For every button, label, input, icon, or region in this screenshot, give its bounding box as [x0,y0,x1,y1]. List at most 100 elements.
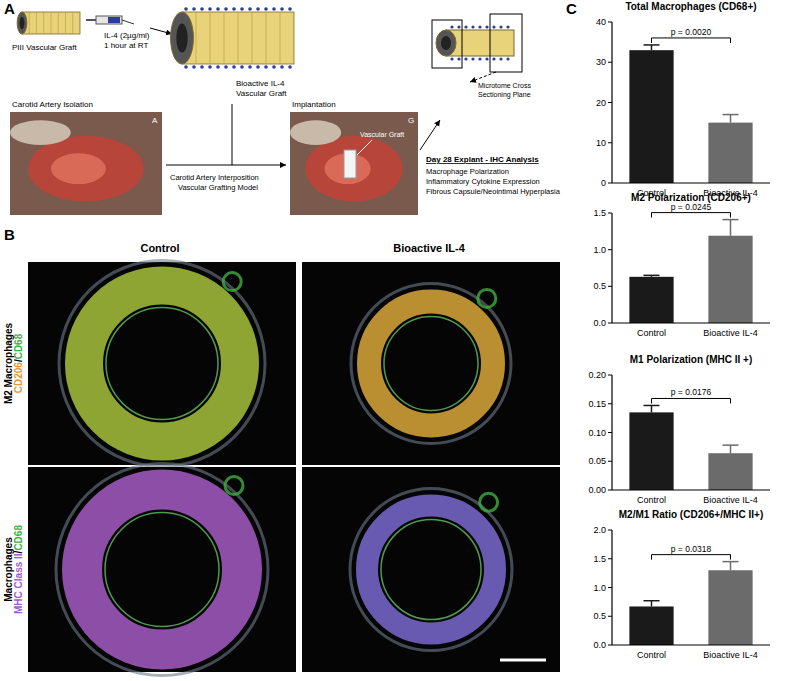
label: 1 hour at RT [104,41,148,50]
il4-dot [506,25,509,28]
y-tick-label: 0.0 [593,318,606,328]
small-vessel [223,273,241,291]
y-tick-label: 0.5 [593,281,606,291]
arrow [232,104,233,165]
syringe [96,16,122,24]
label: Sectioning Plane [478,91,531,99]
error-cap [644,600,660,602]
graft-lumen [441,36,451,50]
x-axis [612,644,770,645]
il4-dot [288,65,292,69]
il4-dot [208,7,212,11]
error-bar [644,405,660,412]
error-line [730,115,732,123]
graft-icon [171,7,294,69]
y-tick-label: 0.5 [593,611,606,621]
error-bar [644,45,660,50]
il4-dot [272,65,276,69]
chart-title: M1 Polarization (MHC II +) [630,354,753,365]
marker-text: CD68 [13,525,24,551]
x-tick-label: Bioactive IL-4 [703,495,758,505]
significance-bracket [652,555,731,560]
graft-stripe [238,12,239,64]
column-label: Bioactive IL-4 [393,242,465,254]
small-vessel [480,493,498,511]
il4-dot [224,7,228,11]
photo-tissue [51,153,106,184]
marks [629,220,752,323]
tissue-ring [369,302,493,426]
y-tick-label: 2.0 [593,525,606,535]
micrograph-bg [28,467,296,672]
graft-end [436,30,456,56]
adventitia [351,284,511,444]
graft-in-photo [344,150,356,178]
error-bar [723,115,739,123]
panel-a: PIII Vascular GraftIL-4 (2µg/ml)1 hour a… [10,7,561,215]
il4-dot [216,65,220,69]
il4-dot [240,65,244,69]
graft-stripe [224,12,225,64]
small-vessel [478,289,496,307]
marker-text: CD206 [13,362,24,394]
micrograph [28,261,296,467]
il4-dot [232,7,236,11]
il4-dot [200,7,204,11]
il4-dot [224,65,228,69]
label: Microtome Cross [478,82,531,89]
il4-dot [256,7,260,11]
il4-dot [478,57,481,60]
graft-stripe [58,12,59,34]
il4-dot [499,57,502,60]
bar-chart: Total Macrophages (CD68+)010203040Contro… [596,1,770,198]
y-tick-label: 0 [601,178,606,188]
graft-end [17,12,27,34]
label: Vascular Graft [236,89,287,98]
il4-dot [457,25,460,28]
label: Macrophage Polarization [426,167,509,176]
photo-bg [290,112,418,215]
chart-title: Total Macrophages (CD68+) [625,1,756,12]
significance-bracket [652,213,731,218]
bar [629,277,673,323]
y-axis [611,375,612,490]
marker-label: MHC Class II/CD68 [13,525,24,614]
il4-dot [485,57,488,60]
graft-stripe [72,12,73,34]
p-value: p = 0.0176 [671,387,712,397]
label: Inflammatory Cytokine Expression [426,177,540,186]
arrow [166,165,286,166]
x-tick-label: Bioactive IL-4 [703,328,758,338]
micrograph-bg [302,467,560,672]
label: Vascular Grafting Model [178,183,258,192]
il4-dot [184,7,188,11]
label: Carotid Artery Interposition [170,173,259,182]
error-cap [723,561,739,563]
micrograph [302,262,560,465]
il4-dot [216,7,220,11]
y-tick-label: 0.00 [588,485,606,495]
syringe-fluid [108,17,120,23]
il4-dot [471,57,474,60]
il4-dot [478,25,481,28]
tissue-ring [367,506,495,634]
y-tick-label: 20 [596,98,606,108]
p-value: p = 0.0020 [671,27,712,37]
il4-dot [232,65,236,69]
photo-fur [10,120,71,145]
panel-letter: C [566,0,577,17]
y-tick-label: 0.20 [588,370,606,380]
y-axis [611,530,612,645]
error-line [730,562,732,571]
graft-body [182,12,294,64]
y-tick-label: 0.0 [593,640,606,650]
il4-dot [184,65,188,69]
il4-dot [280,7,284,11]
marks [629,562,752,645]
il4-dot [492,25,495,28]
bar [708,453,752,490]
panel-letter: A [4,0,15,17]
section-icon [432,14,522,82]
arrow [420,120,440,150]
adventitia [59,261,265,467]
